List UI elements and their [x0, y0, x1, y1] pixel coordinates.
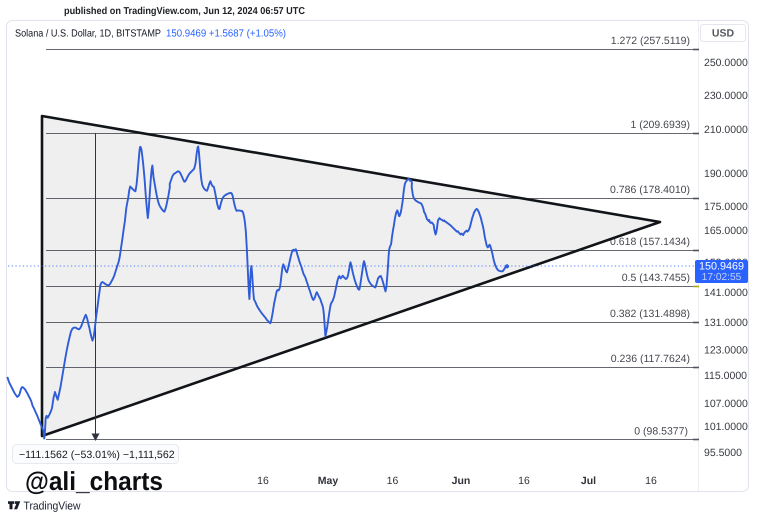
svg-text:1 (209.6939): 1 (209.6939): [630, 119, 690, 131]
svg-text:16: 16: [518, 475, 530, 487]
svg-text:190.0000: 190.0000: [704, 168, 748, 180]
svg-text:0 (98.5377): 0 (98.5377): [634, 426, 688, 438]
svg-text:USD: USD: [712, 28, 735, 40]
svg-text:Solana / U.S. Dollar, 1D, BITS: Solana / U.S. Dollar, 1D, BITSTAMP: [15, 29, 161, 40]
svg-text:210.0000: 210.0000: [704, 124, 748, 136]
svg-text:175.0000: 175.0000: [704, 201, 748, 213]
svg-text:Jul: Jul: [581, 475, 596, 487]
svg-text:16: 16: [387, 475, 399, 487]
svg-text:0.236 (117.7624): 0.236 (117.7624): [611, 353, 690, 365]
svg-text:Jun: Jun: [452, 475, 471, 487]
svg-text:107.0000: 107.0000: [704, 398, 748, 410]
svg-text:17:02:55: 17:02:55: [702, 272, 742, 283]
svg-text:0.5 (143.7455): 0.5 (143.7455): [622, 272, 690, 284]
svg-text:123.0000: 123.0000: [704, 344, 748, 356]
svg-text:@ali_charts: @ali_charts: [25, 466, 163, 496]
svg-text:1.272 (257.5119): 1.272 (257.5119): [611, 35, 690, 47]
svg-text:0.382 (131.4898): 0.382 (131.4898): [610, 308, 690, 320]
svg-text:150.9469: 150.9469: [699, 261, 744, 273]
svg-text:131.0000: 131.0000: [704, 317, 748, 329]
svg-text:141.0000: 141.0000: [704, 287, 748, 299]
svg-text:TradingView: TradingView: [24, 500, 82, 512]
svg-text:230.0000: 230.0000: [704, 90, 748, 102]
svg-text:−111.1562 (−53.01%) −1,111,562: −111.1562 (−53.01%) −1,111,562: [19, 449, 175, 461]
svg-text:250.0000: 250.0000: [704, 57, 748, 69]
svg-text:16: 16: [257, 475, 269, 487]
svg-text:0.618 (157.1434): 0.618 (157.1434): [610, 236, 690, 248]
svg-text:150.9469 +1.5687 (+1.05%): 150.9469 +1.5687 (+1.05%): [166, 29, 286, 40]
svg-text:115.0000: 115.0000: [704, 370, 747, 382]
svg-text:165.0000: 165.0000: [704, 225, 748, 237]
svg-text:published on TradingView.com,: published on TradingView.com, Jun 12, 20…: [64, 6, 305, 17]
svg-text:0.786 (178.4010): 0.786 (178.4010): [610, 184, 690, 196]
svg-text:May: May: [318, 475, 339, 487]
svg-text:16: 16: [645, 475, 657, 487]
svg-text:101.0000: 101.0000: [704, 421, 748, 433]
svg-text:95.5000: 95.5000: [704, 447, 742, 459]
